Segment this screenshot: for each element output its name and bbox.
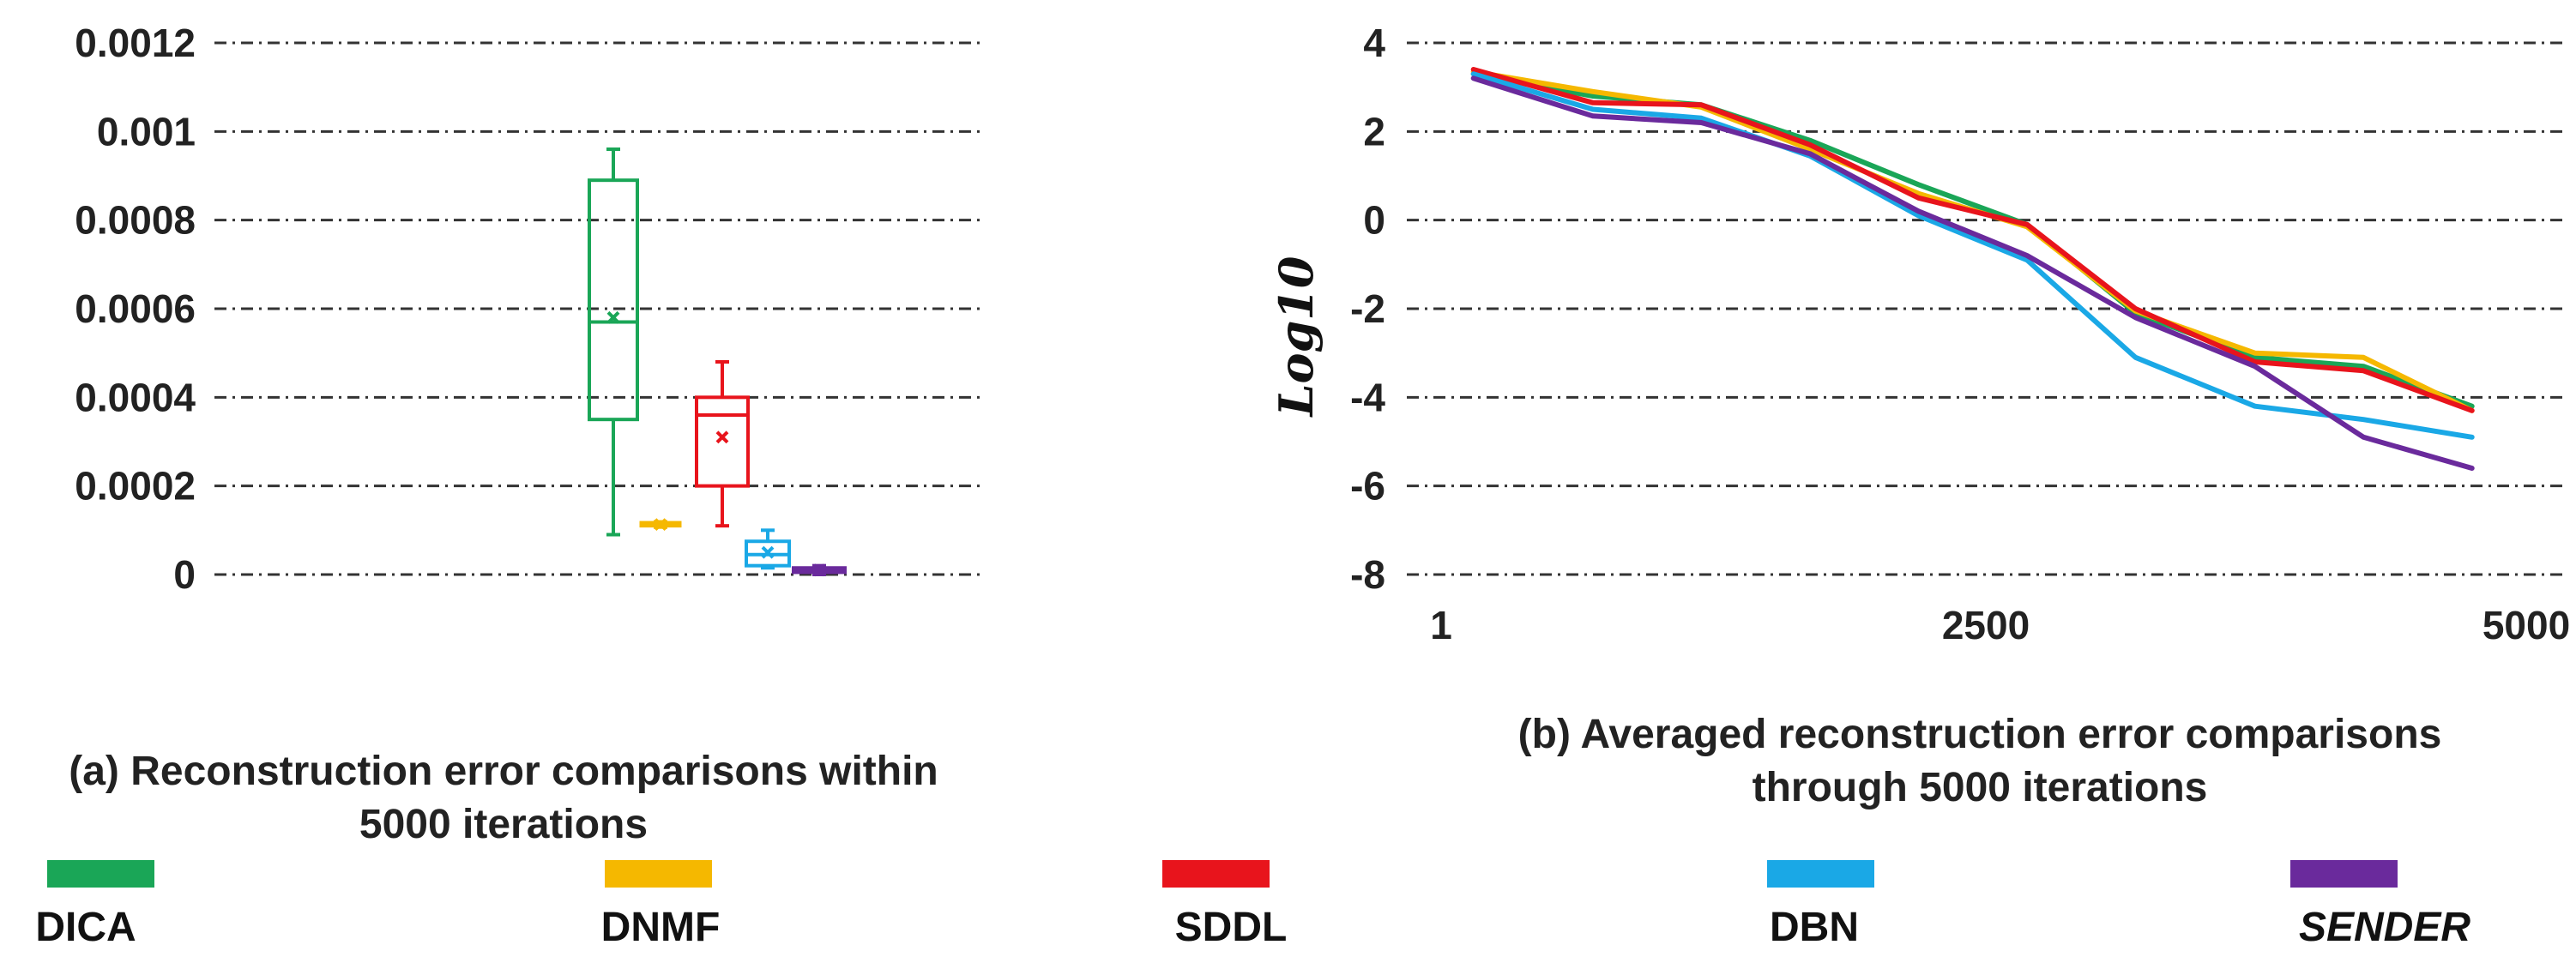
panel-b-x-tick-label: 1 bbox=[1430, 603, 1452, 647]
panel-b-y-tick-label: 2 bbox=[1363, 109, 1385, 153]
panel-b-x-ticks: 1 2500 5000 bbox=[1430, 603, 2570, 647]
panel-a-y-tick-label: 0.001 bbox=[97, 109, 196, 153]
legend-item-dbn: DBN bbox=[1767, 860, 1874, 950]
panel-b-lines bbox=[1470, 67, 2475, 471]
legend: DICA DNMF SDDL DBN SENDER bbox=[35, 860, 2470, 950]
panel-a-y-tick-label: 0.0002 bbox=[75, 464, 196, 509]
panel-b-y-tick-label: -6 bbox=[1350, 464, 1385, 509]
line-sddl bbox=[1470, 67, 2475, 413]
box-dbn bbox=[745, 528, 791, 570]
panel-b-y-tick-label: -2 bbox=[1350, 286, 1385, 331]
box-dnmf bbox=[639, 518, 682, 532]
panel-b-linechart: 4 2 0 -2 -4 -6 -8 1 2500 5000 Log10 (b) Averaged… bbox=[1269, 21, 2570, 810]
panel-a-y-tick-label: 0 bbox=[173, 552, 196, 597]
line-dnmf bbox=[1470, 69, 2475, 413]
panel-b-y-tick-label: -8 bbox=[1350, 552, 1385, 597]
legend-swatch bbox=[1767, 860, 1874, 888]
box-mean-marker bbox=[606, 310, 620, 324]
legend-item-sddl: SDDL bbox=[1162, 860, 1287, 950]
panel-b-x-tick-label: 5000 bbox=[2482, 603, 2570, 647]
panel-b-y-tick-label: 4 bbox=[1363, 21, 1385, 65]
legend-swatch bbox=[47, 860, 154, 888]
box-iqr bbox=[588, 178, 639, 422]
box-dica bbox=[588, 147, 639, 537]
panel-b-y-axis-label: Log10 bbox=[1269, 256, 1324, 418]
legend-label: DBN bbox=[1770, 905, 1859, 950]
box-mean-marker bbox=[761, 545, 775, 559]
legend-swatch bbox=[2290, 860, 2398, 888]
panel-b-y-tick-label: 0 bbox=[1363, 198, 1385, 243]
legend-swatch bbox=[605, 860, 712, 888]
panel-a-y-tick-label: 0.0012 bbox=[75, 21, 196, 65]
panel-b-y-ticks: 4 2 0 -2 -4 -6 -8 bbox=[1350, 21, 1385, 597]
panel-b-x-tick-label: 2500 bbox=[1942, 603, 2030, 647]
box-sddl bbox=[695, 360, 750, 528]
panel-a-y-tick-label: 0.0004 bbox=[75, 375, 196, 419]
legend-item-dnmf: DNMF bbox=[601, 860, 721, 950]
panel-a-boxplot: 0.0012 0.001 0.0008 0.0006 0.0004 0.0002 0 (a)… bbox=[69, 21, 982, 847]
panel-b-y-tick-label: -4 bbox=[1350, 375, 1385, 419]
panel-b-caption-line2: through 5000 iterations bbox=[1753, 765, 2208, 810]
panel-a-caption-line2: 5000 iterations bbox=[359, 802, 648, 847]
box-mean-marker bbox=[654, 518, 667, 532]
panel-a-y-tick-label: 0.0008 bbox=[75, 198, 196, 243]
box-mean-marker bbox=[715, 430, 729, 444]
legend-swatch bbox=[1162, 860, 1270, 888]
legend-label: DICA bbox=[35, 905, 136, 950]
panel-a-gridlines bbox=[214, 41, 982, 576]
legend-item-dica: DICA bbox=[35, 860, 154, 950]
panel-b-gridlines bbox=[1407, 41, 2565, 576]
panel-a-caption-line1: (a) Reconstruction error comparisons wit… bbox=[69, 749, 938, 794]
legend-label: SDDL bbox=[1175, 905, 1288, 950]
panel-a-y-tick-label: 0.0006 bbox=[75, 286, 196, 331]
legend-item-sender: SENDER bbox=[2290, 860, 2470, 950]
legend-label: DNMF bbox=[601, 905, 721, 950]
line-dbn bbox=[1470, 71, 2475, 440]
panel-b-caption-line1: (b) Averaged reconstruction error compar… bbox=[1518, 712, 2442, 757]
line-sender bbox=[1470, 75, 2475, 471]
box-iqr bbox=[695, 395, 750, 488]
box-mean-marker bbox=[812, 563, 826, 577]
box-sender bbox=[792, 563, 847, 577]
legend-label: SENDER bbox=[2299, 905, 2470, 950]
panel-a-boxes bbox=[588, 147, 847, 577]
panel-a-y-ticks: 0.0012 0.001 0.0008 0.0006 0.0004 0.0002 0 bbox=[75, 21, 196, 597]
